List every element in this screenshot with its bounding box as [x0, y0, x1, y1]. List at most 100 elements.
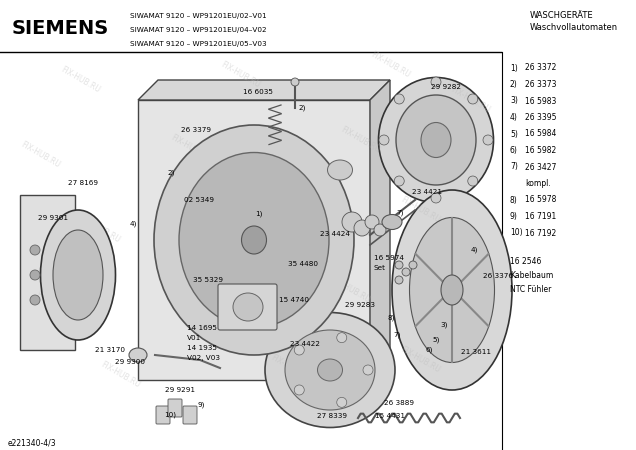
Text: kompl.: kompl. [525, 179, 551, 188]
Text: 6): 6) [510, 146, 518, 155]
Text: FIX-HUB.RU: FIX-HUB.RU [269, 353, 311, 383]
Ellipse shape [41, 210, 116, 340]
Text: 16 7192: 16 7192 [525, 229, 556, 238]
Ellipse shape [374, 224, 386, 236]
Text: 14 1695: 14 1695 [187, 325, 217, 331]
FancyBboxPatch shape [183, 406, 197, 424]
Text: 29 9291: 29 9291 [165, 387, 195, 393]
Text: Kabelbaum: Kabelbaum [510, 271, 553, 280]
Text: 23 4422: 23 4422 [290, 341, 320, 347]
Text: 10): 10) [164, 412, 176, 418]
Text: WASCHGERÄTE: WASCHGERÄTE [530, 12, 593, 21]
Circle shape [291, 78, 299, 86]
Ellipse shape [441, 275, 463, 305]
FancyBboxPatch shape [20, 195, 75, 350]
Text: FIX-HUB.RU: FIX-HUB.RU [179, 283, 221, 313]
Text: FIX-HUB.RU: FIX-HUB.RU [59, 65, 101, 95]
Text: 7): 7) [396, 210, 403, 216]
Text: 15 4740: 15 4740 [279, 297, 309, 303]
Text: 16 5974: 16 5974 [374, 255, 404, 261]
Ellipse shape [402, 268, 410, 276]
Text: 02 5349: 02 5349 [184, 197, 214, 203]
Ellipse shape [395, 261, 403, 269]
Ellipse shape [285, 330, 375, 410]
Text: 4): 4) [471, 247, 478, 253]
Text: 29 9282: 29 9282 [431, 84, 461, 90]
Text: 2): 2) [510, 80, 518, 89]
Text: 4): 4) [510, 113, 518, 122]
Text: Waschvollautomaten: Waschvollautomaten [530, 23, 618, 32]
Text: 5): 5) [432, 337, 439, 343]
Ellipse shape [354, 220, 370, 236]
Text: 6): 6) [425, 347, 432, 353]
Text: FIX-HUB.RU: FIX-HUB.RU [399, 345, 441, 375]
Text: 21 3170: 21 3170 [95, 347, 125, 353]
Text: 23 4421: 23 4421 [412, 189, 442, 195]
Circle shape [294, 345, 304, 355]
Polygon shape [138, 100, 370, 380]
Text: 27 8339: 27 8339 [317, 413, 347, 419]
Text: FIX-HUB.RU: FIX-HUB.RU [79, 215, 121, 245]
Text: 26 3373: 26 3373 [525, 80, 556, 89]
Text: FIX-HUB.RU: FIX-HUB.RU [329, 275, 371, 305]
Text: SIWAMAT 9120 – WP91201EU/05–V03: SIWAMAT 9120 – WP91201EU/05–V03 [130, 41, 266, 47]
Text: FIX-HUB.RU: FIX-HUB.RU [369, 50, 411, 80]
FancyBboxPatch shape [168, 399, 182, 417]
Text: FIX-HUB.RU: FIX-HUB.RU [399, 195, 441, 225]
Circle shape [30, 295, 40, 305]
Ellipse shape [179, 153, 329, 328]
Text: 10): 10) [510, 229, 523, 238]
Text: Set: Set [374, 265, 386, 271]
Ellipse shape [342, 212, 362, 232]
Text: 16 6035: 16 6035 [243, 89, 273, 95]
Ellipse shape [395, 276, 403, 284]
Circle shape [30, 245, 40, 255]
Text: 27 8169: 27 8169 [68, 180, 98, 186]
Ellipse shape [410, 217, 495, 363]
Text: 1): 1) [510, 63, 518, 72]
Circle shape [336, 397, 347, 407]
Text: NTC Fühler: NTC Fühler [510, 285, 551, 294]
Text: 9): 9) [510, 212, 518, 221]
Circle shape [483, 135, 493, 145]
Text: FIX-HUB.RU: FIX-HUB.RU [169, 133, 211, 163]
Text: 3): 3) [510, 96, 518, 105]
Ellipse shape [265, 312, 395, 427]
Text: 1): 1) [255, 211, 263, 217]
Ellipse shape [392, 190, 512, 390]
Ellipse shape [154, 125, 354, 355]
Polygon shape [138, 80, 390, 100]
Circle shape [431, 193, 441, 203]
Text: 26 3379: 26 3379 [181, 127, 211, 133]
Text: 8): 8) [510, 195, 518, 204]
FancyBboxPatch shape [218, 284, 277, 330]
Text: 16 5982: 16 5982 [525, 146, 556, 155]
Text: FIX-HUB.RU: FIX-HUB.RU [219, 60, 261, 90]
Text: 26 3376: 26 3376 [483, 273, 513, 279]
Text: 29 9300: 29 9300 [115, 359, 145, 365]
Ellipse shape [233, 293, 263, 321]
Text: 26 3889: 26 3889 [384, 400, 414, 406]
Text: 8): 8) [387, 315, 394, 321]
Text: 16 5978: 16 5978 [525, 195, 556, 204]
Text: FIX-HUB.RU: FIX-HUB.RU [18, 140, 61, 170]
Circle shape [394, 176, 404, 186]
Text: 2): 2) [167, 170, 174, 176]
Text: FIX-HUB.RU: FIX-HUB.RU [449, 85, 491, 115]
Text: 2): 2) [298, 105, 305, 111]
Circle shape [467, 176, 478, 186]
Text: 26 3395: 26 3395 [525, 113, 556, 122]
Text: 3): 3) [440, 322, 447, 328]
Text: FIX-HUB.RU: FIX-HUB.RU [34, 290, 76, 320]
Text: 16 5984: 16 5984 [525, 130, 556, 139]
Text: 16 2546: 16 2546 [510, 257, 541, 266]
Text: 7): 7) [510, 162, 518, 171]
Text: 16 7191: 16 7191 [525, 212, 556, 221]
Ellipse shape [328, 160, 352, 180]
Text: 35 4480: 35 4480 [288, 261, 318, 267]
Text: SIWAMAT 9120 – WP91201EU/02–V01: SIWAMAT 9120 – WP91201EU/02–V01 [130, 13, 266, 19]
Text: 23 4424: 23 4424 [320, 231, 350, 237]
Text: SIWAMAT 9120 – WP91201EU/04–V02: SIWAMAT 9120 – WP91201EU/04–V02 [130, 27, 266, 33]
Ellipse shape [409, 261, 417, 269]
FancyBboxPatch shape [156, 406, 170, 424]
